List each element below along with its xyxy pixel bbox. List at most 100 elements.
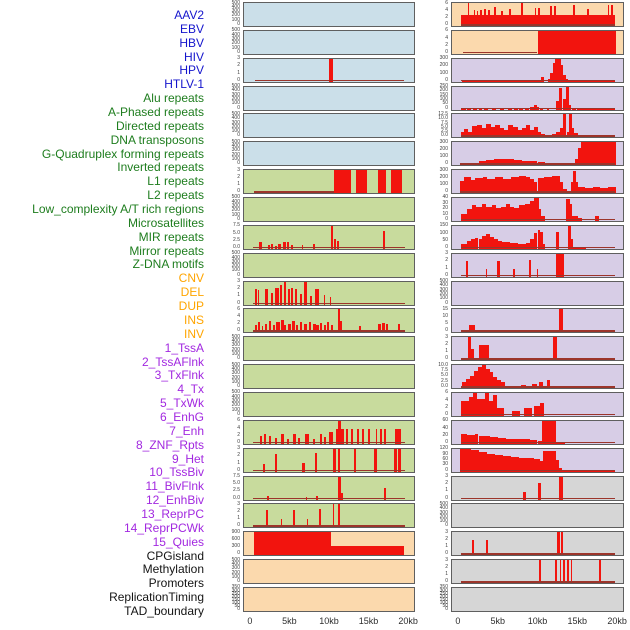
track-label: Alu repeats <box>143 91 204 106</box>
density-bar <box>313 243 316 249</box>
zero-baseline <box>253 441 405 444</box>
y-axis-tick: 200 <box>231 95 240 102</box>
track-panel <box>243 364 415 390</box>
y-axis-tick: 0 <box>237 21 240 27</box>
y-axis-tick: 3 <box>445 333 448 340</box>
density-bar <box>523 491 527 500</box>
density-bar <box>459 180 464 194</box>
density-bar <box>488 400 493 416</box>
density-bar <box>524 203 530 221</box>
density-bar <box>461 214 467 221</box>
density-bar <box>561 64 564 82</box>
track-panel <box>243 29 415 55</box>
panel-row: 500 400 300 200 100 0 <box>217 0 415 27</box>
density-bar <box>550 450 557 472</box>
density-bar <box>552 63 556 82</box>
panel-row: 500 400 300 200 100 0 <box>217 557 415 585</box>
density-bar <box>572 215 579 221</box>
y-axis-tick: 0 <box>445 578 448 585</box>
y-axis-tick: 30 <box>442 461 448 468</box>
y-axis-tick: 200 <box>439 513 448 520</box>
density-bar <box>478 161 487 166</box>
zero-baseline <box>461 24 615 26</box>
y-axis-tick: 100 <box>439 229 448 236</box>
density-bar <box>470 239 475 249</box>
x-axis-tick: 5kb <box>490 616 505 626</box>
density-bar <box>323 436 326 444</box>
y-axis-tick: 40 <box>442 424 448 431</box>
density-bar <box>304 281 308 305</box>
density-bar <box>482 236 487 249</box>
density-bar <box>493 376 498 389</box>
density-bar <box>576 247 587 249</box>
track-label: Z-DNA motifs <box>132 257 204 272</box>
density-bar <box>530 178 535 194</box>
y-axis-tick: 5.0 <box>441 123 448 130</box>
y-axis-tick: 1 <box>237 69 240 76</box>
density-bar <box>554 5 556 26</box>
density-bar <box>531 383 537 389</box>
zero-baseline <box>461 274 615 277</box>
density-bar <box>332 448 336 472</box>
density-bar <box>533 233 538 249</box>
density-bar <box>594 216 599 221</box>
track-panel <box>451 141 624 167</box>
density-bar <box>494 158 507 166</box>
y-axis-tick: 200 <box>439 290 448 297</box>
density-bar <box>264 324 268 333</box>
density-bar <box>492 394 497 416</box>
density-bar <box>513 127 518 138</box>
density-bar <box>463 177 472 194</box>
panel-row: 300 200 100 0 <box>425 139 624 167</box>
density-bar <box>540 231 543 249</box>
density-bar <box>278 243 281 249</box>
y-axis-tick: 3 <box>445 556 448 563</box>
density-bar <box>501 382 506 389</box>
density-bar <box>466 209 473 221</box>
density-bar <box>513 208 520 221</box>
density-bar <box>356 428 359 444</box>
y-axis-tick: 300 <box>231 119 240 126</box>
density-bar <box>476 206 483 221</box>
track-label: 7_Enh <box>169 423 204 438</box>
density-bar <box>537 178 544 194</box>
panel-row: 300 200 100 0 <box>425 167 624 195</box>
density-bar <box>472 126 477 138</box>
density-bar <box>268 320 271 333</box>
density-bar <box>495 125 500 138</box>
density-bar <box>380 428 383 444</box>
y-axis-tick: 100 <box>231 406 240 413</box>
density-bar <box>300 321 303 333</box>
track-panel <box>243 559 415 585</box>
zero-baseline <box>462 51 538 54</box>
track-label: HPV <box>179 63 204 78</box>
density-bar <box>330 225 333 249</box>
density-bar <box>254 324 257 333</box>
track-label: MIR repeats <box>138 229 204 244</box>
density-bar <box>483 177 488 194</box>
density-bar <box>568 104 572 110</box>
track-panel <box>243 85 415 111</box>
density-bar <box>319 509 322 528</box>
track-label: DUP <box>178 299 204 314</box>
x-axis-tick: 10kb <box>527 616 548 626</box>
density-bar <box>546 379 550 389</box>
density-bar <box>534 7 537 26</box>
track-label: L1 repeats <box>147 174 204 189</box>
y-axis-tick: 0.0 <box>233 494 240 501</box>
density-bar <box>464 129 469 138</box>
density-bar <box>367 428 370 444</box>
density-bar <box>292 434 297 444</box>
panel-row: 120 90 60 30 0 <box>425 446 624 473</box>
density-bar <box>517 439 530 444</box>
density-bar <box>465 261 468 277</box>
density-bar <box>313 439 316 444</box>
density-bar <box>607 4 610 26</box>
zero-baseline <box>461 581 615 583</box>
density-bar <box>292 320 295 333</box>
track-panel <box>243 336 415 362</box>
